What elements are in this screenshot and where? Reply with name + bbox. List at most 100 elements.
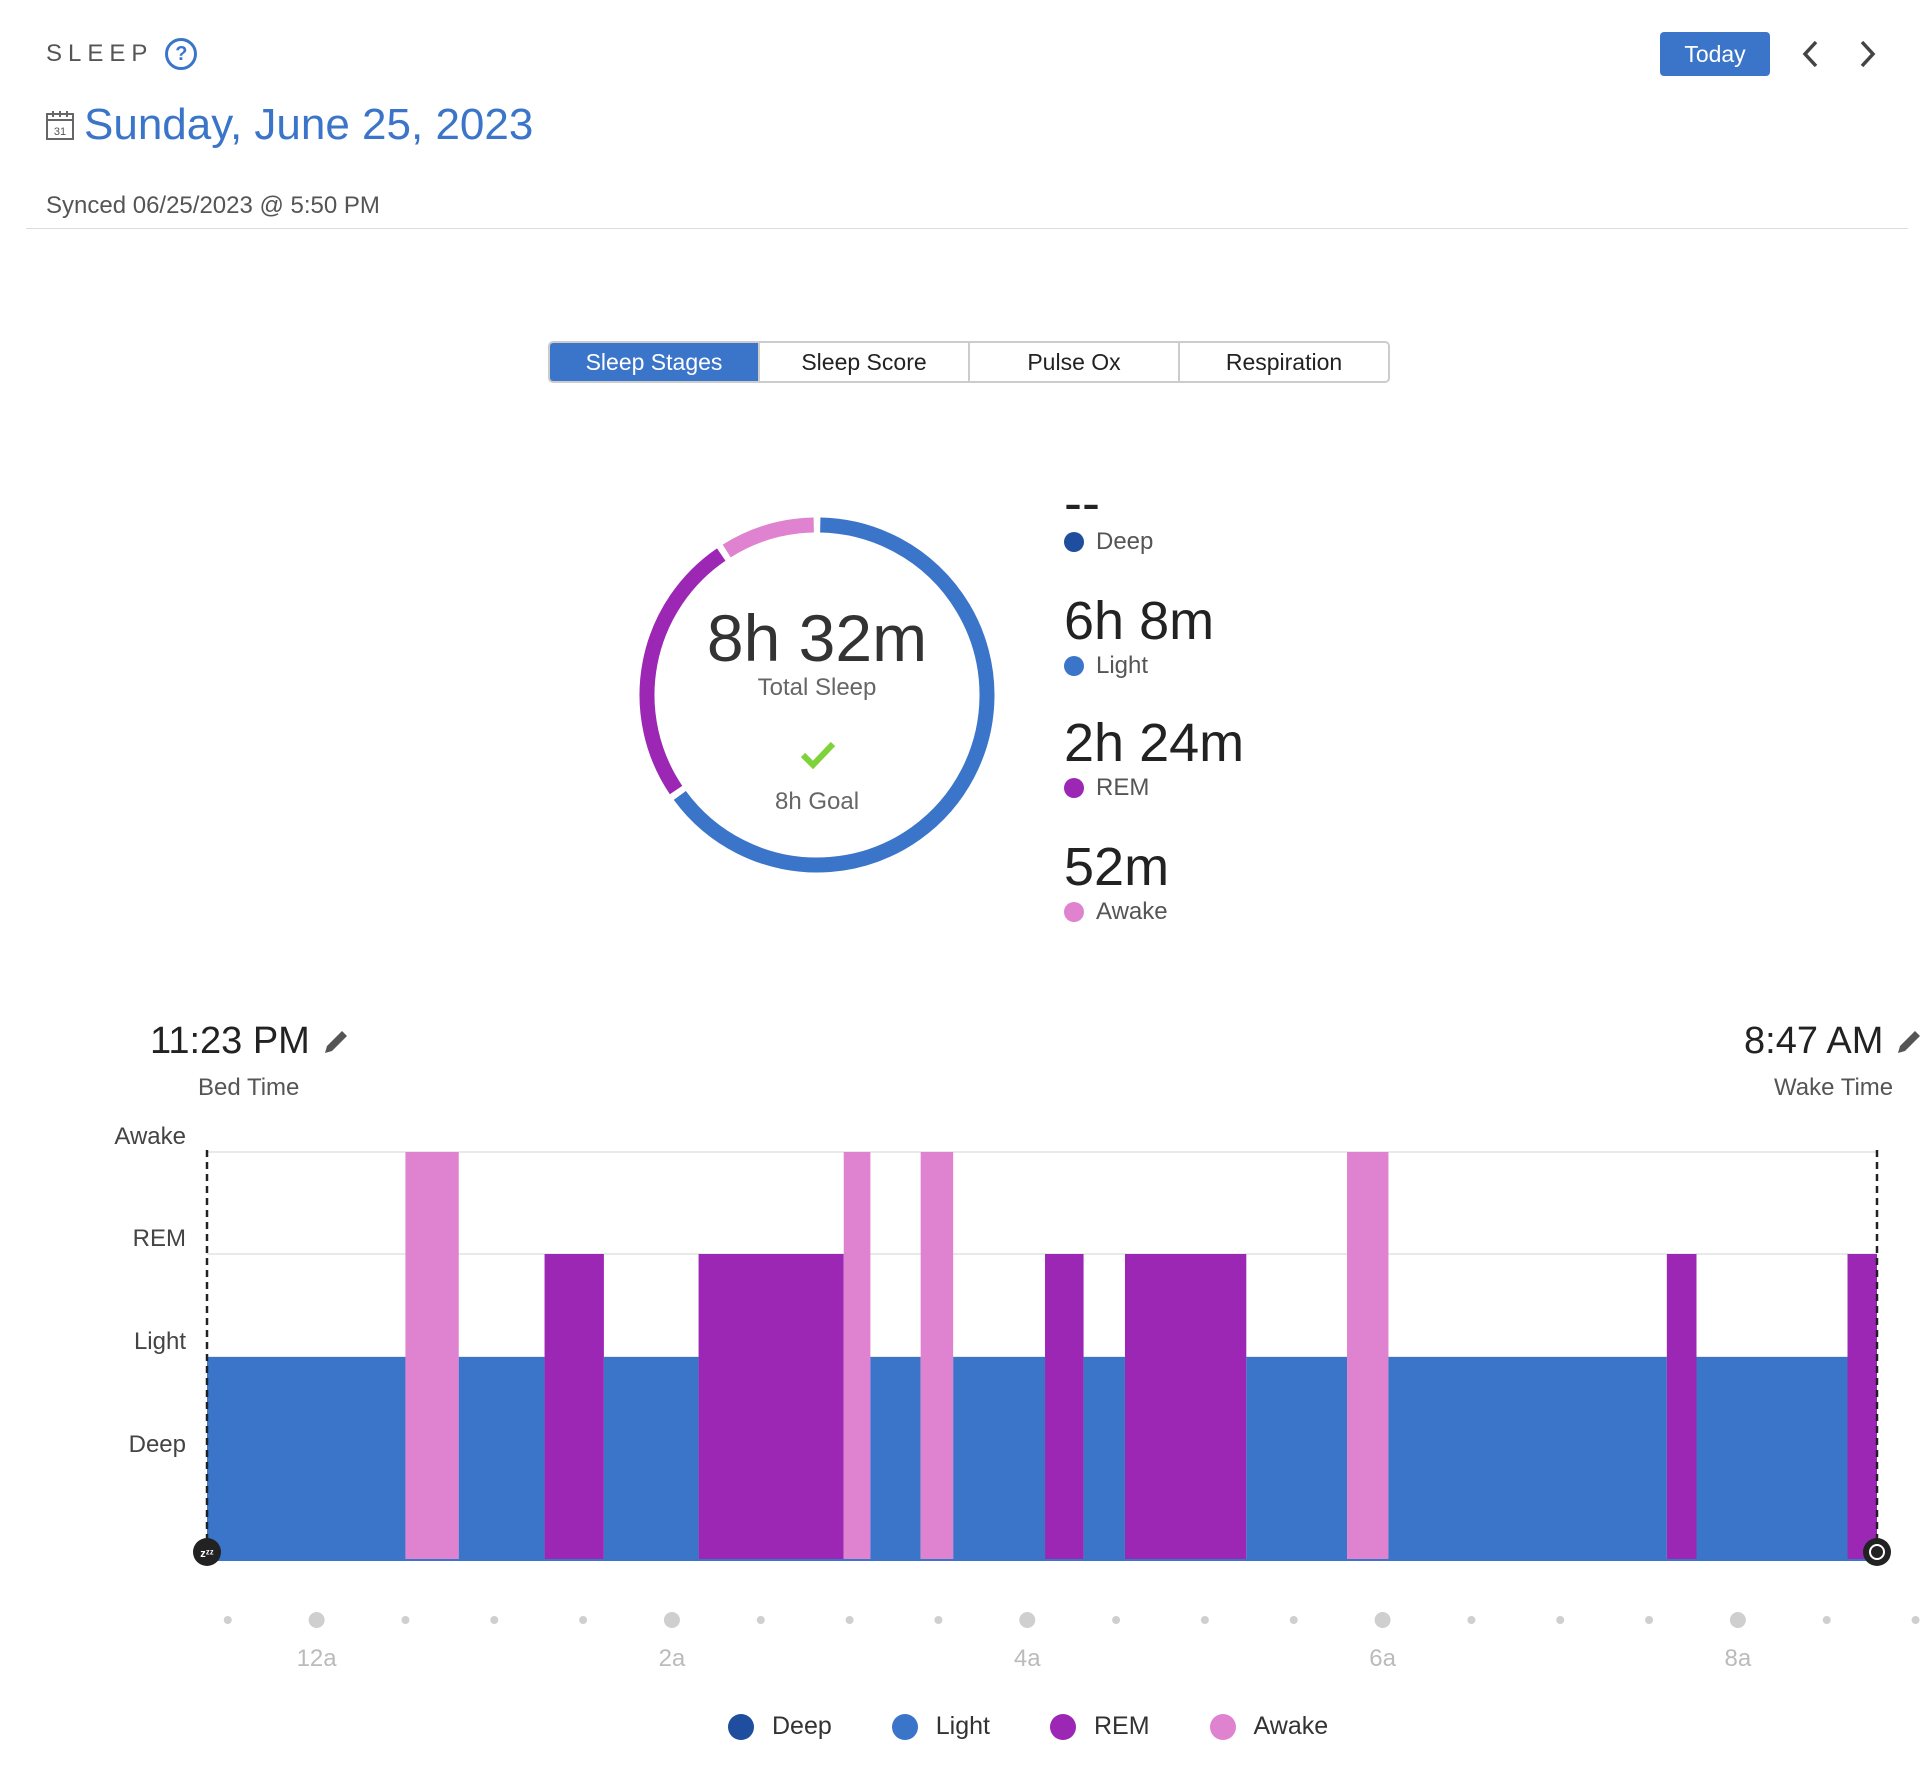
y-label-rem: REM — [133, 1225, 186, 1252]
sleep-segment-light — [1246, 1357, 1348, 1560]
edit-bed-time-pencil-icon[interactable] — [322, 1028, 350, 1056]
x-tick-minor — [845, 1616, 854, 1624]
deep-label: Deep — [1064, 528, 1153, 556]
x-tick-minor — [1289, 1616, 1298, 1624]
x-tick-minor — [1467, 1616, 1476, 1624]
legend-rem: REM — [1049, 1712, 1150, 1741]
sleep-segment-awake — [843, 1152, 871, 1560]
header-divider — [26, 228, 1908, 229]
x-tick-major — [1374, 1612, 1391, 1628]
x-tick-minor — [756, 1616, 765, 1624]
x-tick-minor — [1645, 1616, 1654, 1624]
x-tick-minor — [934, 1616, 943, 1624]
x-tick-minor — [579, 1616, 588, 1624]
legend-light: Light — [891, 1712, 990, 1741]
wake-time-label: Wake Time — [1774, 1074, 1894, 1101]
legend-rem-dot — [1049, 1713, 1076, 1740]
awake-label: Awake — [1064, 898, 1168, 926]
x-tick-major — [1019, 1612, 1036, 1628]
page-title-date: Sunday, June 25, 2023 — [84, 100, 534, 149]
x-tick-minor — [1556, 1616, 1565, 1624]
tab-pulse-ox[interactable]: Pulse Ox — [970, 343, 1180, 381]
bed-time-value: 11:23 PM — [150, 1020, 310, 1062]
previous-day-button[interactable] — [1788, 34, 1832, 74]
awake-value: 52m — [1064, 837, 1170, 897]
y-label-deep: Deep — [129, 1431, 186, 1458]
sleep-segment-rem — [1124, 1254, 1247, 1560]
check-icon — [800, 741, 836, 770]
x-tick-label: 8a — [1725, 1645, 1752, 1672]
tab-sleep-score[interactable]: Sleep Score — [760, 343, 970, 381]
x-tick-label: 6a — [1369, 1645, 1396, 1672]
zzz-glyph: zᶻᶻ — [200, 1548, 213, 1560]
view-tabs: Sleep Stages Sleep Score Pulse Ox Respir… — [548, 341, 1390, 383]
rem-dot — [1064, 778, 1084, 798]
sleep-segment-awake — [405, 1152, 459, 1560]
sleep-segment-rem — [1847, 1254, 1877, 1560]
sleep-segment-light — [1388, 1357, 1667, 1560]
rem-value: 2h 24m — [1064, 713, 1245, 773]
sleep-segment-rem — [544, 1254, 604, 1560]
deep-dot — [1064, 532, 1084, 552]
sleep-segment-light — [953, 1357, 1046, 1560]
wake-time-row: 8:47 AM — [1744, 1020, 1923, 1063]
sleep-goal: 8h Goal — [774, 788, 860, 815]
sleep-segment-light — [870, 1357, 921, 1560]
next-day-button[interactable] — [1846, 34, 1890, 74]
tab-sleep-stages[interactable]: Sleep Stages — [550, 343, 760, 381]
sleep-segment-rem — [698, 1254, 844, 1560]
bed-time-row: 11:23 PM — [150, 1020, 350, 1063]
donut-segment-awake — [722, 517, 815, 558]
x-tick-label: 2a — [659, 1645, 686, 1672]
section-title-text: SLEEP — [46, 40, 154, 67]
tab-respiration[interactable]: Respiration — [1180, 343, 1388, 381]
total-sleep-value: 8h 32m — [706, 601, 928, 675]
legend-deep: Deep — [728, 1712, 832, 1741]
date-heading: 31 Sunday, June 25, 2023 — [46, 100, 533, 150]
light-dot — [1064, 656, 1084, 676]
alarm-clock-icon — [1863, 1538, 1891, 1566]
x-tick-minor — [401, 1616, 410, 1624]
calendar-icon: 31 — [46, 111, 74, 140]
sleep-stage-donut — [639, 517, 995, 873]
rem-label: REM — [1064, 774, 1149, 802]
sleep-segment-light — [1696, 1357, 1848, 1560]
x-tick-minor — [1822, 1616, 1831, 1624]
donut-segment-rem — [639, 548, 726, 795]
x-tick-major — [663, 1612, 680, 1628]
section-title: SLEEP ? — [46, 38, 198, 70]
x-tick-minor — [1911, 1616, 1920, 1624]
sync-status: Synced 06/25/2023 @ 5:50 PM — [46, 192, 380, 219]
question-circle-icon[interactable]: ? — [165, 38, 198, 70]
sleep-segment-light — [603, 1357, 699, 1560]
legend-awake-dot — [1209, 1713, 1236, 1740]
legend-light-dot — [891, 1713, 918, 1740]
sleep-segment-light — [207, 1357, 406, 1560]
today-button[interactable]: Today — [1660, 32, 1770, 76]
deep-value: -- — [1064, 473, 1100, 533]
x-tick-major — [1729, 1612, 1746, 1628]
sleep-segment-awake — [920, 1152, 954, 1560]
legend-awake: Awake — [1209, 1712, 1328, 1741]
x-tick-minor — [490, 1616, 499, 1624]
edit-wake-time-pencil-icon[interactable] — [1895, 1028, 1923, 1056]
total-sleep-label: Total Sleep — [757, 674, 877, 701]
x-tick-minor — [1112, 1616, 1121, 1624]
x-tick-label: 4a — [1014, 1645, 1041, 1672]
sleep-segment-rem — [1045, 1254, 1084, 1560]
awake-dot — [1064, 902, 1084, 922]
bed-time-label: Bed Time — [198, 1074, 300, 1101]
sleep-segment-light — [1083, 1357, 1125, 1560]
wake-time-value: 8:47 AM — [1744, 1020, 1884, 1062]
svg-text:31: 31 — [54, 126, 66, 138]
y-label-awake: Awake — [114, 1123, 186, 1150]
sleep-segment-rem — [1666, 1254, 1697, 1560]
x-tick-minor — [1200, 1616, 1209, 1624]
y-label-light: Light — [134, 1328, 186, 1355]
sleep-zzz-icon — [193, 1538, 221, 1566]
chevron-left-icon — [1802, 40, 1818, 68]
light-value: 6h 8m — [1064, 591, 1215, 651]
legend-deep-dot — [728, 1713, 754, 1740]
x-tick-major — [308, 1612, 325, 1628]
x-tick-minor — [223, 1616, 232, 1624]
